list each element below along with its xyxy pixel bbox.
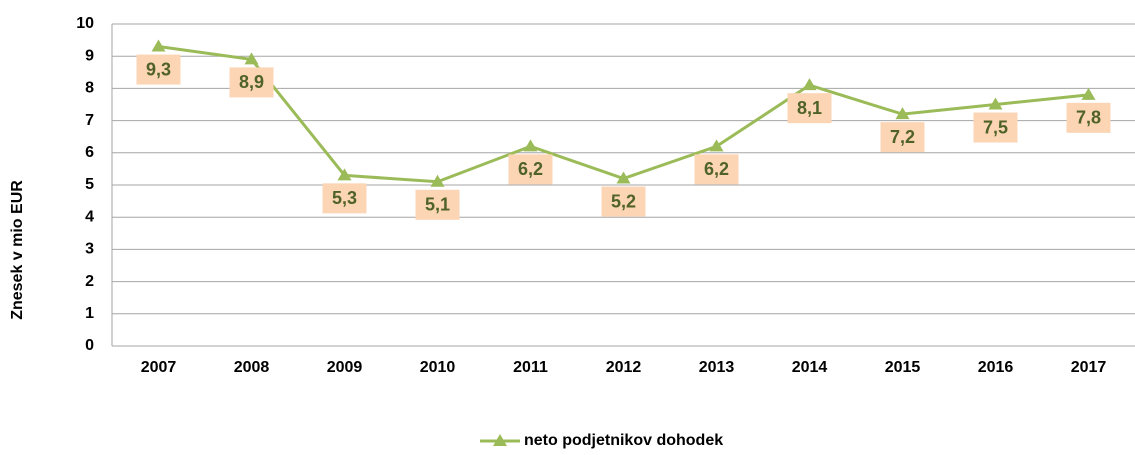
x-tick-label: 2016 (978, 359, 1014, 376)
data-point (988, 97, 1003, 110)
data-label-box (229, 67, 274, 98)
x-tick-label: 2007 (141, 359, 177, 376)
y-tick-label: 10 (76, 15, 94, 32)
legend-label: neto podjetnikov dohodek (524, 432, 723, 449)
data-label-box (601, 186, 646, 217)
y-tick-label: 7 (85, 112, 94, 129)
y-tick-label: 8 (85, 80, 94, 97)
data-label: 7,5 (983, 117, 1008, 137)
data-point (709, 139, 724, 152)
x-tick-label: 2017 (1071, 359, 1107, 376)
data-label: 7,8 (1076, 108, 1101, 128)
data-point (1081, 87, 1096, 100)
data-label-box (136, 54, 181, 85)
y-tick-label: 9 (85, 47, 94, 64)
x-tick-label: 2009 (327, 359, 363, 376)
data-label-box (694, 154, 739, 185)
data-point (523, 139, 538, 152)
data-label: 6,2 (704, 159, 729, 179)
data-point (802, 78, 817, 91)
data-label-box (787, 93, 832, 124)
y-tick-label: 6 (85, 144, 94, 161)
data-label-box (973, 112, 1018, 143)
data-label-box (880, 122, 925, 153)
y-tick-label: 1 (85, 305, 94, 322)
data-label: 5,2 (611, 191, 636, 211)
x-tick-label: 2012 (606, 359, 642, 376)
y-tick-label: 5 (85, 176, 94, 193)
data-label-box (1066, 102, 1111, 133)
data-point (337, 168, 352, 181)
y-tick-label: 2 (85, 273, 94, 290)
y-tick-label: 0 (85, 337, 94, 354)
x-tick-label: 2015 (885, 359, 921, 376)
x-tick-label: 2011 (513, 359, 548, 376)
data-label: 8,1 (797, 98, 822, 118)
x-tick-label: 2013 (699, 359, 735, 376)
x-tick-label: 2008 (234, 359, 270, 376)
data-point (616, 171, 631, 184)
x-tick-label: 2010 (420, 359, 456, 376)
data-label: 6,2 (518, 159, 543, 179)
data-point (430, 174, 445, 187)
data-label: 5,1 (425, 195, 450, 215)
legend-marker (493, 434, 507, 446)
data-label-box (508, 154, 553, 185)
y-axis-label: Znesek v mio EUR (9, 180, 26, 320)
data-label-box (322, 183, 367, 214)
data-label-box (415, 189, 460, 220)
data-label: 7,2 (890, 127, 915, 147)
x-tick-label: 2014 (792, 359, 828, 376)
data-label: 9,3 (146, 59, 171, 79)
series-line (158, 45, 1089, 184)
y-tick-label: 3 (85, 241, 94, 258)
data-label: 8,9 (239, 72, 264, 92)
data-point (151, 39, 166, 52)
data-point (244, 52, 259, 65)
data-label: 5,3 (332, 188, 357, 208)
y-tick-label: 4 (85, 208, 94, 225)
data-point (895, 107, 910, 120)
